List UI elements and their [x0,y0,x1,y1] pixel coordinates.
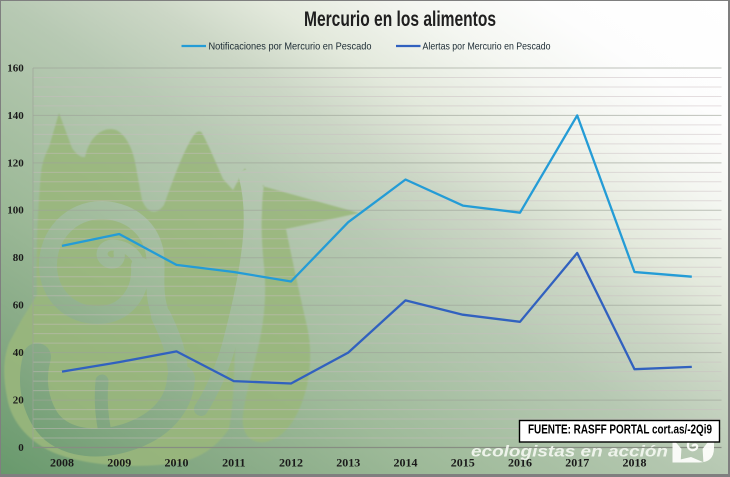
svg-text:2008: 2008 [50,456,74,470]
svg-text:100: 100 [7,205,24,217]
svg-text:160: 160 [7,62,24,74]
svg-text:2011: 2011 [222,456,245,470]
svg-text:20: 20 [13,395,25,407]
svg-text:Alertas por Mercurio en Pescad: Alertas por Mercurio en Pescado [423,41,551,53]
svg-text:2012: 2012 [279,456,303,470]
svg-text:140: 140 [7,110,24,122]
svg-text:60: 60 [13,300,25,312]
svg-text:FUENTE: RASFF PORTAL cort.as/-: FUENTE: RASFF PORTAL cort.as/-2Qi9 [528,423,712,437]
svg-text:2018: 2018 [623,456,647,470]
svg-text:2009: 2009 [107,456,131,470]
svg-text:40: 40 [13,347,25,359]
svg-text:ecologistas en acción: ecologistas en acción [471,444,668,461]
svg-text:2017: 2017 [565,456,589,470]
svg-text:120: 120 [7,157,24,169]
svg-text:2016: 2016 [508,456,532,470]
svg-text:80: 80 [13,252,25,264]
svg-text:Mercurio en los alimentos: Mercurio en los alimentos [304,7,496,31]
svg-text:0: 0 [18,442,24,454]
svg-text:2010: 2010 [165,456,189,470]
svg-text:Notificaciones por Mercurio en: Notificaciones por Mercurio en Pescado [209,41,372,53]
svg-text:2013: 2013 [336,456,360,470]
svg-text:2015: 2015 [451,456,475,470]
svg-text:2014: 2014 [394,456,418,470]
